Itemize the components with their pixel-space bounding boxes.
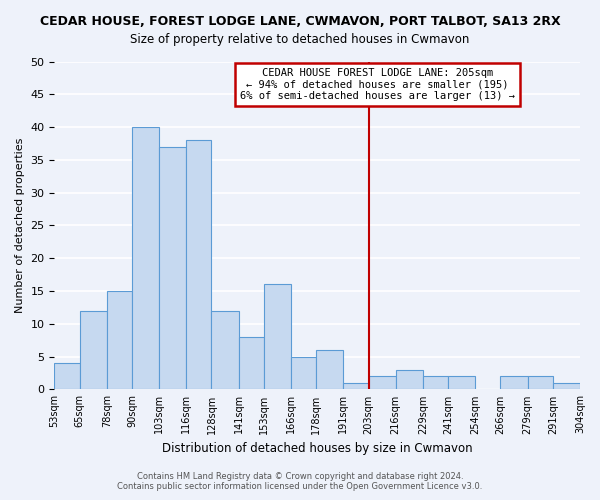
Bar xyxy=(239,337,264,390)
Y-axis label: Number of detached properties: Number of detached properties xyxy=(15,138,25,313)
Bar xyxy=(500,376,527,390)
Bar xyxy=(368,376,396,390)
Bar xyxy=(553,383,580,390)
Bar xyxy=(264,284,291,390)
Bar xyxy=(423,376,448,390)
Text: Contains HM Land Registry data © Crown copyright and database right 2024.
Contai: Contains HM Land Registry data © Crown c… xyxy=(118,472,482,491)
Bar xyxy=(448,376,475,390)
Bar xyxy=(107,291,132,390)
Bar xyxy=(187,140,211,390)
Text: CEDAR HOUSE FOREST LODGE LANE: 205sqm
← 94% of detached houses are smaller (195): CEDAR HOUSE FOREST LODGE LANE: 205sqm ← … xyxy=(240,68,515,102)
Bar xyxy=(291,356,316,390)
Text: CEDAR HOUSE, FOREST LODGE LANE, CWMAVON, PORT TALBOT, SA13 2RX: CEDAR HOUSE, FOREST LODGE LANE, CWMAVON,… xyxy=(40,15,560,28)
Bar xyxy=(55,363,80,390)
X-axis label: Distribution of detached houses by size in Cwmavon: Distribution of detached houses by size … xyxy=(162,442,473,455)
Bar xyxy=(211,310,239,390)
Bar xyxy=(80,310,107,390)
Text: Size of property relative to detached houses in Cwmavon: Size of property relative to detached ho… xyxy=(130,32,470,46)
Bar xyxy=(527,376,553,390)
Bar xyxy=(396,370,423,390)
Bar xyxy=(132,127,159,390)
Bar xyxy=(343,383,368,390)
Bar xyxy=(159,147,187,390)
Bar xyxy=(316,350,343,390)
